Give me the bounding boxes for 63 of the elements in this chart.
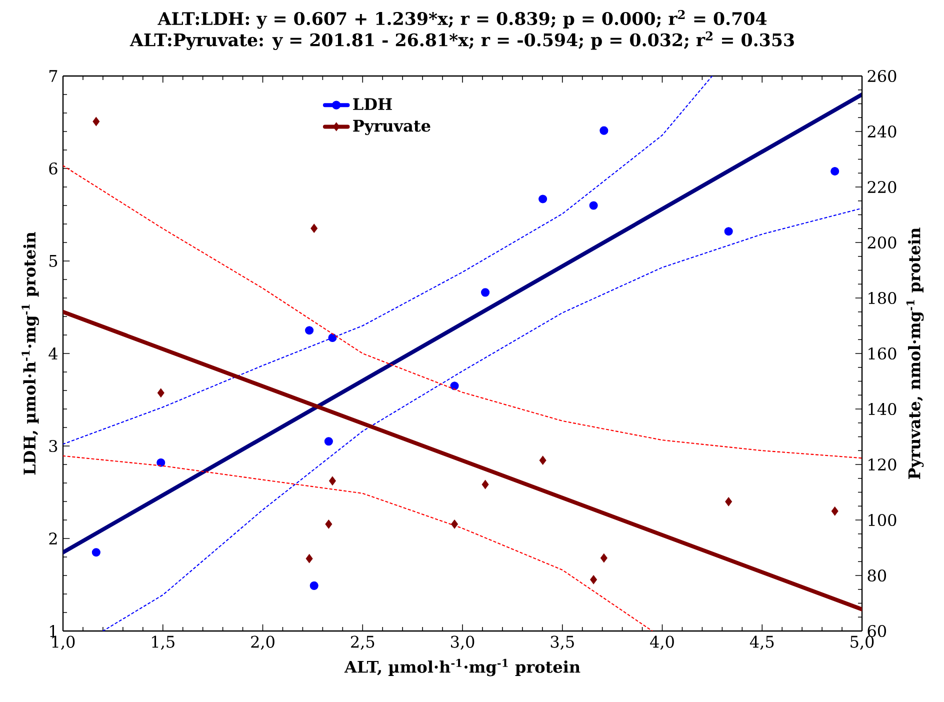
x-tick-label: 3,0 (451, 636, 474, 650)
point (724, 227, 733, 236)
y2-tick-label: 100 (868, 514, 896, 526)
point (600, 126, 608, 135)
y-tick-label: 6 (49, 162, 58, 175)
x-tick-label: 5,0 (850, 636, 874, 650)
x-tick-label: 4,0 (650, 636, 674, 650)
point (538, 194, 548, 204)
x-tick-label: 2,5 (350, 636, 374, 650)
y2-tick-label: 60 (868, 624, 886, 638)
y-tick-label: 3 (49, 440, 58, 452)
point (329, 476, 336, 486)
line-series (63, 76, 713, 445)
point (450, 382, 459, 390)
y2-tick-label: 80 (868, 569, 886, 582)
y2-axis-title: Pyruvate, nmol·mg$^{-1}$ protein (906, 228, 924, 479)
point (157, 388, 164, 398)
legend-label: LDH (353, 98, 392, 110)
point (481, 288, 490, 297)
y-axis-title: LDH, µmol·h$^{-1}$·mg$^{-1}$ protein (22, 232, 39, 475)
point (324, 437, 333, 446)
point (156, 458, 166, 467)
point (590, 575, 598, 584)
y-tick-label: 2 (49, 532, 57, 544)
point (830, 167, 840, 176)
line-series (63, 165, 862, 459)
point (325, 520, 332, 529)
point (482, 480, 489, 490)
point (831, 506, 838, 516)
x-tick-label: 2,0 (251, 636, 274, 650)
y2-tick-label: 180 (868, 292, 896, 304)
point (310, 581, 318, 590)
x-tick-label: 1,5 (152, 636, 174, 650)
point (539, 456, 546, 465)
y2-tick-label: 120 (868, 458, 896, 471)
y2-tick-label: 140 (868, 402, 896, 416)
y2-tick-label: 200 (868, 236, 896, 249)
x-tick-label: 1,0 (52, 636, 75, 650)
point (328, 334, 337, 342)
y-tick-label: 5 (49, 255, 58, 267)
y2-tick-label: 220 (868, 180, 896, 194)
point (725, 497, 732, 506)
point (451, 520, 458, 529)
y2-tick-label: 160 (868, 347, 896, 360)
y2-tick-label: 260 (868, 70, 896, 82)
point (310, 224, 318, 233)
x-tick-label: 4,5 (750, 636, 774, 650)
legend-label: Pyruvate (353, 120, 430, 136)
point (305, 326, 314, 335)
y-tick-label: 7 (49, 70, 58, 82)
line-series (102, 208, 862, 631)
point (589, 201, 598, 210)
y-tick-label: 4 (48, 348, 58, 360)
y2-tick-label: 240 (868, 125, 896, 138)
point (306, 554, 313, 564)
line-series (63, 455, 653, 631)
chart-title: ALT:LDH: y = 0.607 + 1.239*x; r = 0.839; p = 0.000; r$^{2}$ = 0.704 (158, 10, 767, 29)
x-tick-label: 3,5 (550, 636, 574, 650)
chart-subtitle: ALT:Pyruvate: y = 201.81 - 26.81*x; r = -0.594; p = 0.032; r$^{2}$ = 0.353 (130, 31, 794, 50)
x-axis-title: ALT, µmol·h$^{-1}$·mg$^{-1}$ protein (344, 658, 580, 676)
point (92, 548, 100, 557)
point (92, 116, 100, 126)
point (600, 553, 608, 563)
